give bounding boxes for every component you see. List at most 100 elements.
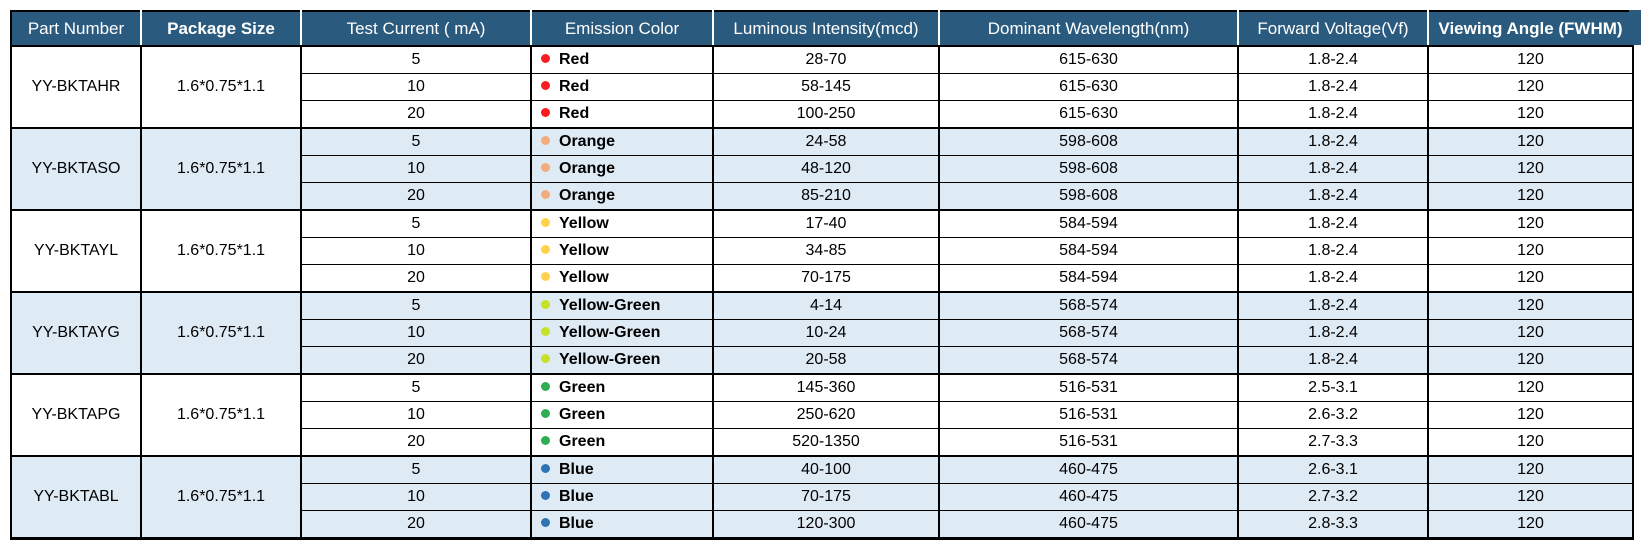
column-header-test-current: Test Current ( mA) <box>301 11 532 47</box>
dominant-wavelength-cell: 516-531 <box>938 428 1239 456</box>
emission-color-label: Yellow <box>559 269 609 286</box>
column-header-dominant-wavelength: Dominant Wavelength(nm) <box>939 11 1239 47</box>
forward-voltage-cell: 1.8-2.4 <box>1237 127 1429 156</box>
dominant-wavelength-cell: 598-608 <box>938 127 1239 156</box>
emission-color-dot-icon <box>541 218 550 227</box>
emission-color-label: Orange <box>559 187 616 204</box>
emission-color-dot-icon <box>541 190 550 199</box>
dominant-wavelength-cell: 460-475 <box>938 483 1239 511</box>
luminous-intensity-cell: 145-360 <box>712 373 940 402</box>
emission-color-dot-icon <box>541 518 550 527</box>
forward-voltage-cell: 2.6-3.2 <box>1237 401 1429 429</box>
emission-color-cell: Green <box>530 428 714 456</box>
emission-color-label: Green <box>559 406 606 423</box>
emission-color-label: Yellow <box>559 215 609 232</box>
viewing-angle-cell: 120 <box>1427 45 1634 74</box>
package-size-cell: 1.6*0.75*1.1 <box>140 127 302 210</box>
table-body: YY-BKTAHR 1.6*0.75*1.1 5 Red 28-70 615-630 1.8… <box>10 45 1634 539</box>
emission-color-dot-icon <box>541 81 550 90</box>
emission-color-dot-icon <box>541 272 550 281</box>
header-overflow-strip <box>1629 10 1641 45</box>
column-header-emission-color: Emission Color <box>531 11 714 47</box>
emission-color-cell: Yellow-Green <box>530 319 714 347</box>
test-current-cell: 20 <box>300 428 532 456</box>
test-current-cell: 20 <box>300 182 532 210</box>
table-row: 10 Green 250-620 516-531 2.6-3.2 120 <box>11 401 1634 429</box>
viewing-angle-cell: 120 <box>1427 428 1634 456</box>
package-size-cell: 1.6*0.75*1.1 <box>140 373 302 456</box>
test-current-cell: 20 <box>300 100 532 128</box>
emission-color-dot-icon <box>541 327 550 336</box>
dominant-wavelength-cell: 615-630 <box>938 73 1239 101</box>
table-row: YY-BKTAHR 1.6*0.75*1.1 5 Red 28-70 615-630 1.8… <box>10 45 1634 128</box>
column-header-viewing-angle: Viewing Angle (FWHM) <box>1428 11 1633 47</box>
test-current-cell: 5 <box>300 455 532 484</box>
test-current-cell: 5 <box>300 209 532 238</box>
forward-voltage-cell: 1.8-2.4 <box>1237 155 1429 183</box>
table-row: 10 Yellow-Green 10-24 568-574 1.8-2.4 120 <box>11 319 1634 347</box>
emission-color-dot-icon <box>541 464 550 473</box>
emission-color-label: Green <box>559 379 606 396</box>
table-row: 10 Red 58-145 615-630 1.8-2.4 120 <box>11 73 1634 101</box>
forward-voltage-cell: 1.8-2.4 <box>1237 291 1429 320</box>
luminous-intensity-cell: 10-24 <box>712 319 940 347</box>
column-header-package-size: Package Size <box>141 11 302 47</box>
forward-voltage-cell: 2.5-3.1 <box>1237 373 1429 402</box>
package-size-cell: 1.6*0.75*1.1 <box>140 209 302 292</box>
emission-color-label: Blue <box>559 488 594 505</box>
viewing-angle-cell: 120 <box>1427 73 1634 101</box>
package-size-cell: 1.6*0.75*1.1 <box>140 291 302 374</box>
part-number-cell: YY-BKTAYL <box>10 209 142 292</box>
viewing-angle-cell: 120 <box>1427 264 1634 292</box>
emission-color-dot-icon <box>541 382 550 391</box>
emission-color-cell: Yellow-Green <box>530 291 714 320</box>
forward-voltage-cell: 1.8-2.4 <box>1237 264 1429 292</box>
luminous-intensity-cell: 4-14 <box>712 291 940 320</box>
table-row: 20 Yellow 70-175 584-594 1.8-2.4 120 <box>11 264 1634 292</box>
emission-color-label: Yellow-Green <box>559 351 661 368</box>
table-row: 10 Orange 48-120 598-608 1.8-2.4 120 <box>11 155 1634 183</box>
table-row: 20 Blue 120-300 460-475 2.8-3.3 120 <box>11 510 1634 539</box>
emission-color-label: Yellow-Green <box>559 297 661 314</box>
dominant-wavelength-cell: 615-630 <box>938 100 1239 128</box>
viewing-angle-cell: 120 <box>1427 237 1634 265</box>
emission-color-label: Blue <box>559 515 594 532</box>
viewing-angle-cell: 120 <box>1427 100 1634 128</box>
emission-color-label: Yellow <box>559 242 609 259</box>
forward-voltage-cell: 1.8-2.4 <box>1237 346 1429 374</box>
viewing-angle-cell: 120 <box>1427 373 1634 402</box>
test-current-cell: 10 <box>300 155 532 183</box>
package-size-cell: 1.6*0.75*1.1 <box>140 455 302 539</box>
test-current-cell: 20 <box>300 346 532 374</box>
luminous-intensity-cell: 120-300 <box>712 510 940 539</box>
dominant-wavelength-cell: 460-475 <box>938 455 1239 484</box>
viewing-angle-cell: 120 <box>1427 182 1634 210</box>
package-size-cell: 1.6*0.75*1.1 <box>140 45 302 128</box>
column-header-part-number: Part Number <box>11 11 142 47</box>
viewing-angle-cell: 120 <box>1427 401 1634 429</box>
emission-color-cell: Yellow <box>530 209 714 238</box>
dominant-wavelength-cell: 615-630 <box>938 45 1239 74</box>
part-number-cell: YY-BKTAYG <box>10 291 142 374</box>
emission-color-label: Blue <box>559 461 594 478</box>
test-current-cell: 5 <box>300 45 532 74</box>
test-current-cell: 10 <box>300 401 532 429</box>
forward-voltage-cell: 1.8-2.4 <box>1237 209 1429 238</box>
emission-color-cell: Green <box>530 401 714 429</box>
emission-color-label: Orange <box>559 133 616 150</box>
forward-voltage-cell: 1.8-2.4 <box>1237 237 1429 265</box>
test-current-cell: 10 <box>300 483 532 511</box>
emission-color-cell: Orange <box>530 127 714 156</box>
dominant-wavelength-cell: 516-531 <box>938 401 1239 429</box>
table-row: YY-BKTAPG 1.6*0.75*1.1 5 Green 145-360 516-53… <box>10 373 1634 456</box>
viewing-angle-cell: 120 <box>1427 483 1634 511</box>
forward-voltage-cell: 1.8-2.4 <box>1237 45 1429 74</box>
forward-voltage-cell: 2.7-3.2 <box>1237 483 1429 511</box>
forward-voltage-cell: 1.8-2.4 <box>1237 182 1429 210</box>
luminous-intensity-cell: 100-250 <box>712 100 940 128</box>
emission-color-dot-icon <box>541 300 550 309</box>
test-current-cell: 5 <box>300 291 532 320</box>
table-row: 20 Orange 85-210 598-608 1.8-2.4 120 <box>11 182 1634 210</box>
luminous-intensity-cell: 28-70 <box>712 45 940 74</box>
dominant-wavelength-cell: 568-574 <box>938 291 1239 320</box>
